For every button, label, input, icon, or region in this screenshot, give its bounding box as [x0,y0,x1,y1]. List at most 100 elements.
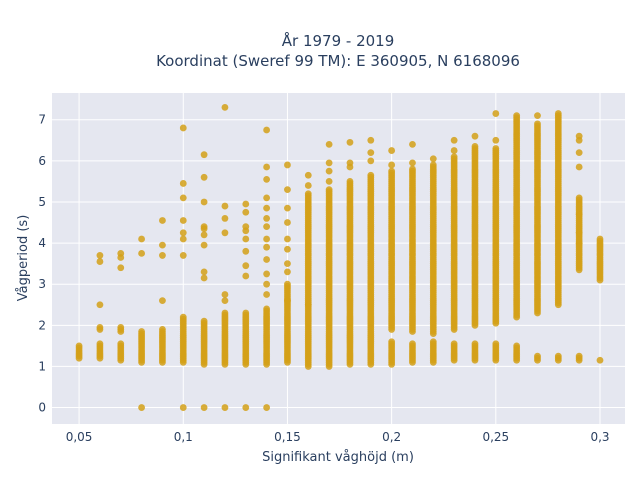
x-tick-label: 0,1 [174,430,193,444]
data-point [554,110,562,117]
data-point [159,241,166,249]
data-point [429,155,437,163]
data-point [242,223,250,231]
data-point [284,260,291,268]
data-point [367,136,375,144]
data-point [575,149,583,157]
chart-title-line-2: Koordinat (Sweref 99 TM): E 360905, N 61… [156,52,520,70]
data-point [179,229,187,237]
data-point [179,252,187,259]
chart-title-line-1: År 1979 - 2019 [282,31,395,50]
data-point [242,309,250,317]
data-point [450,147,458,154]
data-point [575,210,583,218]
data-point [200,198,208,206]
data-point [263,163,271,171]
data-point [325,167,333,175]
data-point [388,338,396,346]
data-point [75,342,83,350]
data-point [284,204,291,212]
data-point [263,305,271,313]
y-tick-label: 3 [38,277,46,291]
data-point [263,270,271,278]
plot-background [52,93,625,424]
y-axis-title: Vågperiod (s) [16,215,31,302]
data-point [409,140,416,148]
data-point [492,110,500,117]
data-point [200,404,208,411]
data-point [117,323,125,331]
data-point [596,235,604,243]
data-point [450,136,458,144]
data-point [263,194,271,202]
data-point [575,194,583,202]
data-point [117,249,125,257]
data-point [492,340,500,348]
x-tick-label: 0,3 [590,430,609,444]
y-tick-label: 0 [38,401,46,415]
data-point [96,323,104,331]
data-point [284,235,291,243]
data-point [388,167,396,175]
y-tick-label: 1 [38,359,46,373]
data-point [200,173,208,181]
data-point [388,147,396,154]
data-point [575,163,583,171]
data-point [304,171,312,179]
data-point [96,252,104,259]
y-tick-label: 6 [38,154,46,168]
data-point [221,215,229,222]
data-point [304,190,312,198]
data-point [284,268,291,276]
y-tick-label: 2 [38,318,46,332]
data-point [159,252,166,259]
data-point [179,217,187,224]
data-point [263,404,271,411]
data-point [263,291,271,298]
data-point [138,249,145,257]
data-point [492,136,500,144]
data-point [200,151,208,159]
data-point [325,159,333,167]
data-point [179,124,187,132]
data-point [179,194,187,202]
data-point [575,352,583,360]
data-point [409,340,416,348]
data-point [325,140,333,148]
data-point [450,153,458,161]
data-point [242,272,250,280]
data-point [263,256,271,263]
data-point [346,159,354,167]
data-point [179,180,187,187]
data-point [575,239,583,247]
y-gridlines [52,119,625,409]
data-point [263,204,271,212]
data-point [159,326,166,333]
data-point [596,356,604,364]
data-point [534,120,541,128]
data-point [284,219,291,226]
data-point [513,112,521,120]
data-point [221,309,229,317]
data-point [513,342,521,350]
data-point [534,352,541,360]
data-point [304,182,312,189]
data-point [284,280,291,288]
data-point [534,112,541,120]
x-tick-label: 0,05 [66,430,93,444]
data-point [242,208,250,216]
y-tick-label: 5 [38,195,46,209]
data-point [346,178,354,185]
data-point [242,247,250,255]
data-point [492,145,500,152]
data-point [242,235,250,243]
data-point [179,313,187,321]
data-point [429,161,437,169]
data-point [96,258,104,265]
data-point [96,340,104,348]
data-point [471,340,479,348]
data-point [200,231,208,239]
data-point [388,161,396,169]
data-point [200,241,208,249]
data-point [221,297,229,305]
